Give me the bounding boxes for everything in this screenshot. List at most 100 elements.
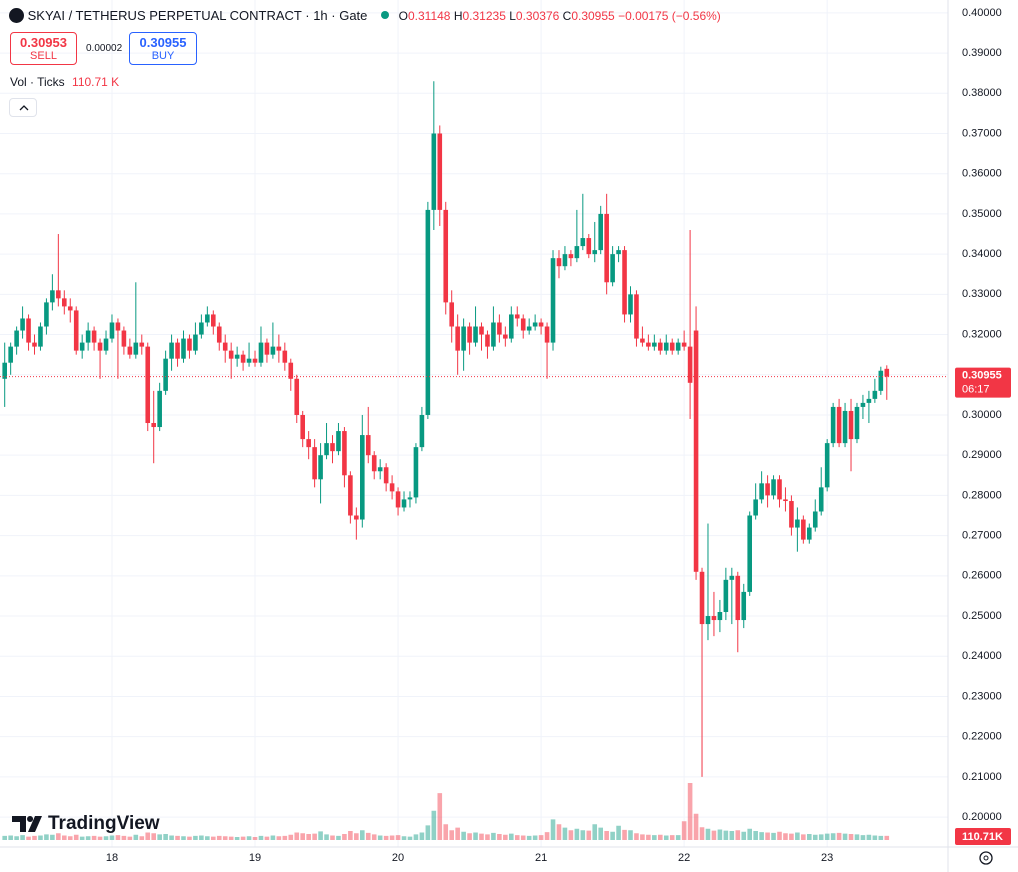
candle-body bbox=[216, 326, 222, 343]
candle-body bbox=[562, 254, 568, 267]
volume-bar bbox=[91, 835, 97, 840]
candle-body bbox=[282, 350, 288, 363]
candle-body bbox=[473, 326, 478, 343]
candle-body bbox=[73, 310, 79, 351]
candle-body bbox=[777, 479, 782, 500]
volume-bar bbox=[830, 833, 836, 840]
candle-body bbox=[824, 443, 830, 488]
x-tick-label: 20 bbox=[392, 852, 404, 864]
candle-body bbox=[127, 346, 133, 355]
settings-icon[interactable] bbox=[979, 851, 993, 865]
candle-body bbox=[884, 368, 890, 377]
y-tick-label: 0.24000 bbox=[962, 650, 1002, 662]
candle-body bbox=[735, 575, 741, 621]
candle-body bbox=[550, 258, 556, 343]
candle-body bbox=[389, 483, 395, 492]
tradingview-logo: TradingView bbox=[12, 813, 160, 834]
volume-bar bbox=[538, 835, 544, 840]
candle-body bbox=[699, 571, 705, 625]
volume-bar bbox=[377, 835, 383, 840]
volume-bar bbox=[318, 831, 323, 840]
candle-body bbox=[711, 616, 717, 621]
volume-bar bbox=[360, 830, 365, 840]
candle-body bbox=[91, 330, 97, 343]
volume-bar bbox=[240, 836, 246, 840]
candle-body bbox=[234, 354, 240, 359]
candle-body bbox=[377, 467, 383, 472]
candle-body bbox=[759, 483, 764, 500]
volume-bar bbox=[687, 783, 693, 840]
volume-bar bbox=[85, 836, 91, 840]
candle-body bbox=[592, 250, 598, 255]
volume-bar bbox=[473, 832, 478, 840]
candle-body bbox=[526, 326, 532, 331]
candle-body bbox=[109, 322, 115, 339]
settings-gear[interactable] bbox=[979, 851, 993, 865]
candle-body bbox=[455, 326, 460, 351]
o-value: 0.31148 bbox=[407, 9, 451, 23]
volume-bar bbox=[288, 834, 294, 840]
volume-bar bbox=[544, 832, 550, 840]
candle-body bbox=[205, 314, 210, 323]
volume-bar bbox=[807, 834, 812, 840]
volume-bar bbox=[127, 836, 133, 840]
candle-body bbox=[753, 499, 758, 516]
volume-bar bbox=[62, 835, 67, 840]
candle-body bbox=[765, 483, 770, 496]
volume-bar bbox=[425, 825, 431, 840]
y-tick-label: 0.22000 bbox=[962, 731, 1002, 743]
collapse-button[interactable] bbox=[9, 98, 37, 117]
volume-bar bbox=[306, 834, 311, 840]
volume-bar bbox=[56, 833, 61, 840]
volume-bar bbox=[818, 834, 824, 840]
y-tick-label: 0.36000 bbox=[962, 168, 1002, 180]
candle-body bbox=[580, 238, 586, 247]
chevron bbox=[19, 105, 29, 111]
buy-button[interactable]: 0.30955 BUY bbox=[129, 32, 197, 65]
volume-bar bbox=[479, 833, 484, 840]
volume-bar bbox=[38, 835, 43, 840]
y-tick-label: 0.37000 bbox=[962, 127, 1002, 139]
ohlc: O0.31148 H0.31235 L0.30376 C0.30955 −0.0… bbox=[399, 9, 721, 23]
sell-button[interactable]: 0.30953 SELL bbox=[10, 32, 77, 65]
volume-bar bbox=[848, 834, 854, 840]
logo-icon bbox=[12, 816, 42, 832]
candle-body bbox=[640, 338, 645, 343]
candle-body bbox=[556, 258, 562, 267]
volume-bar bbox=[133, 834, 139, 840]
h-value: 0.31235 bbox=[462, 9, 506, 23]
y-tick-label: 0.32000 bbox=[962, 328, 1002, 340]
candle-body bbox=[342, 431, 347, 476]
volume-bar bbox=[771, 832, 776, 840]
candle-body bbox=[211, 314, 216, 327]
candle-body bbox=[222, 342, 228, 351]
logo-text: TradingView bbox=[48, 813, 160, 834]
volume-bar bbox=[73, 834, 79, 840]
volume-bar bbox=[258, 835, 264, 840]
volume-bar bbox=[634, 833, 639, 840]
volume-bar bbox=[801, 834, 806, 840]
candle-body bbox=[97, 342, 103, 351]
sell-label: SELL bbox=[30, 50, 57, 62]
volume-bar bbox=[401, 836, 407, 840]
candle-body bbox=[687, 346, 693, 383]
volume-bar bbox=[747, 828, 752, 840]
volume-bar bbox=[568, 830, 574, 840]
volume-bar bbox=[658, 834, 663, 840]
candle-body bbox=[437, 133, 443, 210]
volume-bar bbox=[812, 834, 818, 840]
candle-body bbox=[866, 398, 872, 403]
candle-body bbox=[574, 246, 580, 259]
volume-bar bbox=[699, 827, 705, 840]
volume-bar bbox=[342, 834, 347, 840]
candle-body bbox=[413, 447, 419, 498]
volume-bar bbox=[491, 832, 496, 840]
candle-body bbox=[491, 322, 496, 347]
candle-body bbox=[532, 322, 538, 327]
volume-bar bbox=[556, 824, 562, 840]
volume-bar bbox=[532, 835, 538, 840]
candle-body bbox=[270, 346, 276, 355]
volume-bar bbox=[169, 835, 174, 840]
y-tick-label: 0.23000 bbox=[962, 690, 1002, 702]
